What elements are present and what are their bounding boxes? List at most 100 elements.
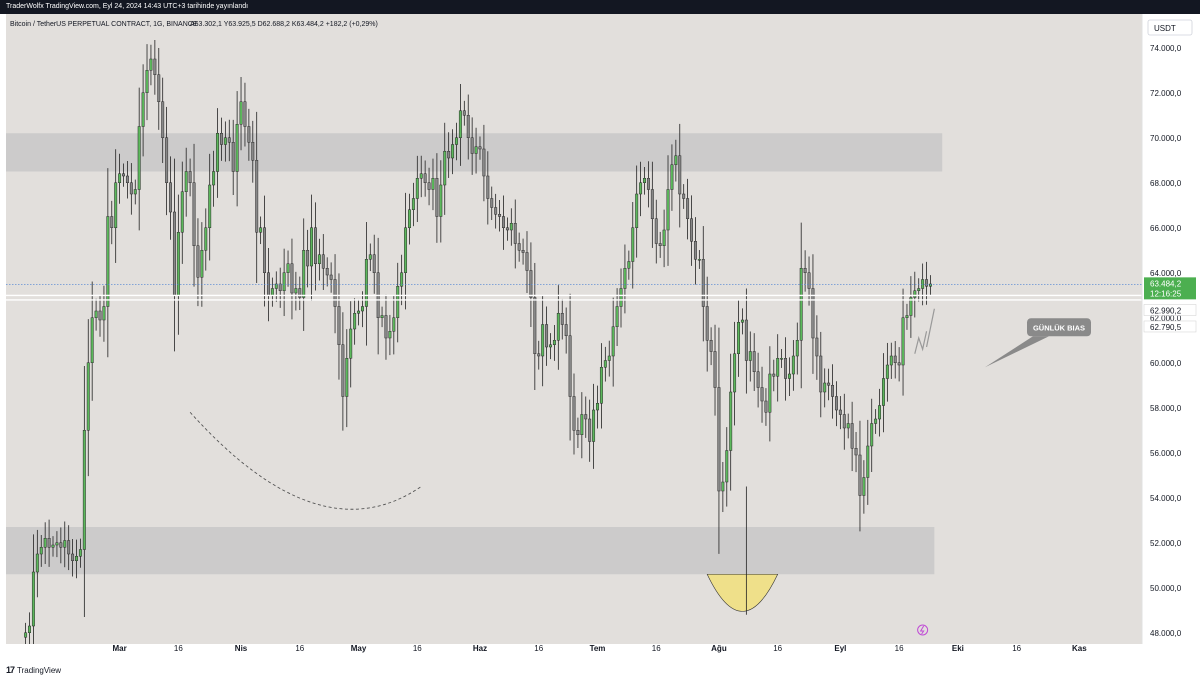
candle-body[interactable] [889, 355, 893, 366]
candle-body[interactable] [599, 367, 603, 404]
candle-body[interactable] [929, 283, 932, 287]
candle-body[interactable] [114, 182, 118, 228]
candle-body[interactable] [180, 191, 184, 233]
candle-body[interactable] [831, 385, 835, 397]
candle-body[interactable] [525, 252, 529, 271]
candle-body[interactable] [580, 414, 584, 435]
candle-body[interactable] [850, 423, 854, 449]
candle-body[interactable] [345, 358, 349, 397]
candle-body[interactable] [118, 173, 122, 183]
candle-body[interactable] [885, 364, 889, 379]
callout-box[interactable] [1027, 318, 1091, 337]
candle-body[interactable] [431, 178, 435, 190]
candle-body[interactable] [654, 218, 658, 244]
candle-body[interactable] [443, 151, 447, 186]
candle-body[interactable] [682, 193, 686, 199]
candle-body[interactable] [439, 184, 443, 217]
candle-body[interactable] [188, 171, 192, 183]
candle-body[interactable] [670, 164, 674, 190]
candle-body[interactable] [596, 403, 599, 411]
candle-body[interactable] [768, 373, 772, 413]
candle-body[interactable] [333, 279, 337, 307]
candle-body[interactable] [784, 358, 787, 379]
candle-body[interactable] [110, 216, 114, 228]
candle-body[interactable] [846, 423, 850, 429]
candle-body[interactable] [545, 324, 549, 348]
projection-zigzag[interactable] [914, 331, 928, 354]
support-zone[interactable] [6, 527, 935, 575]
candle-body[interactable] [231, 142, 235, 172]
candle-body[interactable] [325, 268, 329, 276]
candle-body[interactable] [372, 254, 376, 273]
candle-body[interactable] [86, 362, 90, 431]
candle-body[interactable] [75, 556, 78, 561]
candle-body[interactable] [803, 268, 807, 273]
candle-body[interactable] [701, 259, 705, 307]
candle-body[interactable] [502, 216, 505, 228]
candle-body[interactable] [693, 241, 697, 260]
candle-body[interactable] [384, 315, 388, 339]
candle-body[interactable] [729, 391, 733, 451]
candle-body[interactable] [298, 288, 302, 298]
candle-body[interactable] [838, 409, 842, 415]
candle-body[interactable] [427, 182, 431, 190]
candle-body[interactable] [357, 310, 361, 314]
candle-body[interactable] [408, 209, 411, 228]
candle-body[interactable] [913, 290, 917, 298]
candle-body[interactable] [251, 142, 255, 161]
candle-body[interactable] [787, 373, 791, 379]
candle-body[interactable] [607, 355, 611, 361]
candle-body[interactable] [368, 254, 372, 260]
candle-body[interactable] [329, 274, 333, 280]
candle-body[interactable] [435, 178, 439, 217]
candle-body[interactable] [196, 245, 200, 278]
candle-body[interactable] [278, 283, 282, 291]
candle-body[interactable] [259, 227, 263, 233]
candle-body[interactable] [697, 259, 701, 261]
candle-body[interactable] [184, 171, 188, 192]
candle-body[interactable] [603, 360, 607, 368]
candle-body[interactable] [98, 310, 102, 321]
candle-body[interactable] [149, 58, 153, 71]
candle-body[interactable] [537, 353, 541, 357]
candle-body[interactable] [905, 315, 909, 318]
candle-body[interactable] [870, 423, 874, 447]
candle-body[interactable] [611, 326, 615, 357]
price-axis[interactable] [1142, 14, 1200, 662]
candle-body[interactable] [415, 178, 419, 199]
candle-body[interactable] [227, 137, 231, 143]
candle-body[interactable] [411, 198, 415, 210]
candle-body[interactable] [337, 306, 341, 345]
candle-body[interactable] [854, 448, 858, 456]
candle-body[interactable] [341, 344, 345, 397]
candle-body[interactable] [455, 137, 458, 145]
candle-body[interactable] [39, 547, 43, 555]
candle-body[interactable] [646, 178, 650, 190]
candle-body[interactable] [282, 272, 286, 291]
candle-body[interactable] [560, 313, 564, 325]
candle-body[interactable] [615, 306, 619, 327]
candle-body[interactable] [486, 175, 490, 199]
candle-body[interactable] [721, 481, 725, 492]
candle-body[interactable] [204, 227, 208, 251]
candle-body[interactable] [791, 355, 795, 375]
currency-button[interactable] [1147, 19, 1193, 36]
candle-body[interactable] [302, 250, 306, 298]
candle-body[interactable] [494, 207, 498, 215]
candle-body[interactable] [247, 126, 251, 143]
candle-body[interactable] [71, 553, 75, 561]
candle-body[interactable] [556, 313, 560, 341]
candle-body[interactable] [584, 414, 588, 420]
candle-body[interactable] [286, 263, 290, 273]
candle-body[interactable] [780, 358, 784, 360]
candle-body[interactable] [576, 430, 580, 435]
candle-body[interactable] [396, 286, 400, 318]
candle-body[interactable] [145, 70, 149, 93]
candle-body[interactable] [451, 144, 455, 159]
candle-body[interactable] [400, 272, 404, 287]
candle-body[interactable] [67, 540, 71, 555]
candle-body[interactable] [666, 189, 670, 231]
candle-body[interactable] [404, 227, 408, 273]
candle-body[interactable] [349, 328, 353, 359]
candle-body[interactable] [925, 279, 929, 287]
